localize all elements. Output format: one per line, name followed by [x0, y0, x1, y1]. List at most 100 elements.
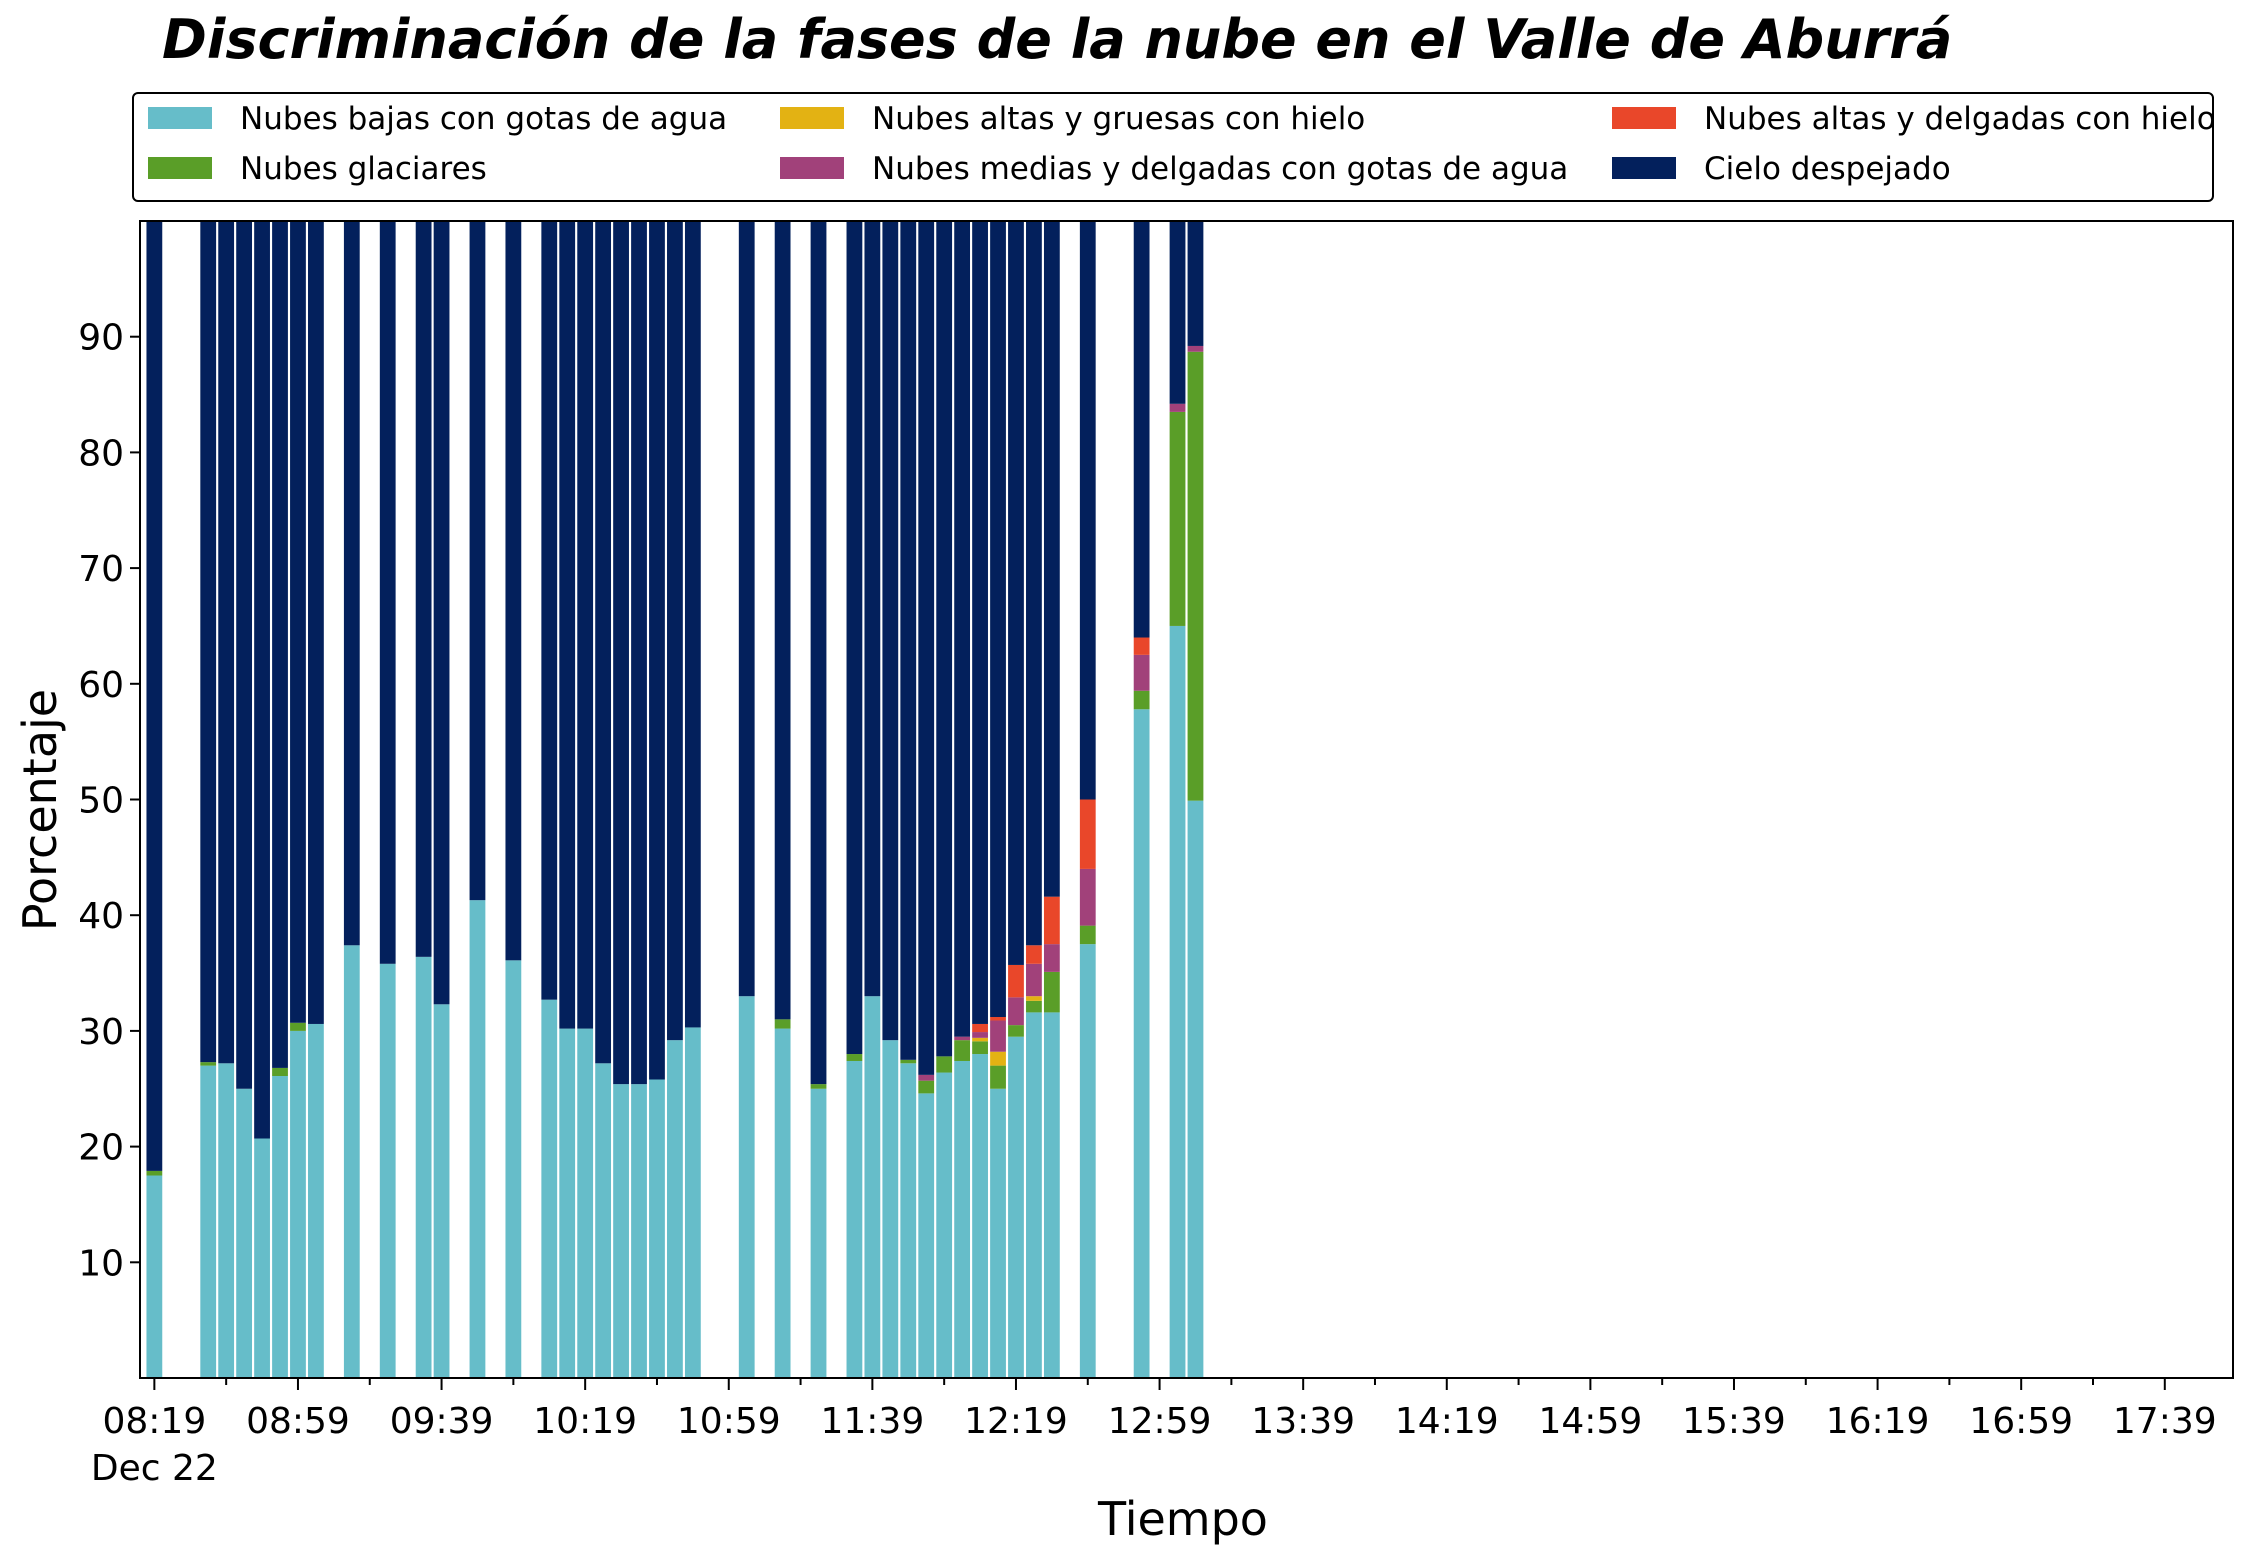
- bar-segment-low: [308, 1023, 324, 1378]
- bar-segment-glacial: [200, 1062, 217, 1066]
- y-tick-label: 10: [78, 1243, 124, 1284]
- bar-segment-clear: [595, 221, 612, 1064]
- bar-segment-clear: [631, 221, 647, 1085]
- bar-segment-low: [200, 1065, 217, 1378]
- bar-segment-low: [469, 900, 486, 1378]
- y-axis-label: Porcentaje: [13, 689, 67, 931]
- bar-segment-mid_thin: [1187, 345, 1204, 352]
- bar-segment-glacial: [972, 1041, 988, 1055]
- bar-segment-clear: [308, 221, 324, 1024]
- bar-segment-clear: [954, 221, 971, 1037]
- bar-segment-clear: [559, 221, 576, 1029]
- bar-segment-clear: [343, 221, 360, 946]
- bars-layer: [146, 221, 1204, 1378]
- bar-segment-glacial: [774, 1019, 791, 1029]
- bar-segment-mid_thin: [990, 1020, 1006, 1052]
- bar-segment-glacial: [954, 1040, 971, 1061]
- bar-segment-high_thin: [1133, 637, 1150, 655]
- bar-segment-clear: [882, 221, 899, 1041]
- bar-segment-clear: [415, 221, 432, 957]
- bar-segment-glacial: [146, 1170, 163, 1176]
- x-tick-label: 16:19: [1826, 1401, 1930, 1442]
- bar-segment-clear: [254, 221, 270, 1139]
- chart-title: Discriminación de la fases de la nube en…: [162, 8, 1953, 71]
- bar-segment-low: [236, 1088, 253, 1378]
- x-axis: 08:19 08:59 09:39 10:19 10:59 11:39 12:19 12:59…: [91, 1378, 2217, 1489]
- bar-segment-glacial: [290, 1022, 306, 1031]
- y-tick-label: 70: [78, 549, 124, 590]
- bar-segment-high_thick: [990, 1051, 1006, 1066]
- bar-segment-clear: [1133, 221, 1150, 638]
- bar-segment-low: [1026, 1012, 1042, 1378]
- plot-frame: [139, 220, 2234, 1379]
- bar-segment-high_thick: [1026, 996, 1042, 1001]
- bar-segment-clear: [469, 221, 486, 901]
- x-axis-label: Tiempo: [1097, 1492, 1268, 1546]
- bar-segment-low: [684, 1027, 701, 1378]
- bar-segment-low: [864, 996, 881, 1378]
- x-tick-label: 11:39: [820, 1401, 924, 1442]
- bar-segment-clear: [774, 221, 791, 1020]
- bar-segment-low: [738, 996, 755, 1378]
- bar-segment-low: [918, 1093, 935, 1378]
- bar-segment-low: [146, 1175, 163, 1378]
- x-tick-label: 17:39: [2113, 1401, 2217, 1442]
- bar-segment-low: [272, 1076, 288, 1378]
- x-tick-label: 14:19: [1395, 1401, 1499, 1442]
- bar-segment-glacial: [846, 1054, 863, 1061]
- bar-segment-low: [810, 1088, 827, 1378]
- bar-segment-low: [954, 1060, 971, 1378]
- x-tick-label: 10:59: [677, 1401, 781, 1442]
- bar-segment-mid_thin: [1079, 868, 1096, 926]
- x-tick-label: 09:39: [390, 1401, 494, 1442]
- bar-segment-mid_thin: [918, 1074, 935, 1081]
- bar-segment-glacial: [272, 1067, 288, 1077]
- bar-segment-low: [1043, 1012, 1060, 1378]
- bar-segment-low: [1187, 800, 1204, 1378]
- bar-segment-clear: [218, 221, 235, 1064]
- bar-segment-clear: [810, 221, 827, 1085]
- bar-segment-clear: [613, 221, 629, 1085]
- bar-segment-low: [218, 1063, 235, 1378]
- bar-segment-high_thick: [972, 1037, 988, 1042]
- bar-segment-glacial: [1079, 925, 1096, 945]
- legend-label-high_thick: Nubes altas y gruesas con hielo: [872, 101, 1365, 137]
- bar-segment-low: [343, 945, 360, 1378]
- bar-segment-low: [505, 960, 522, 1378]
- y-axis: 10 20 30 40 50 60 70 80 90: [78, 318, 140, 1284]
- bar-segment-clear: [738, 221, 755, 997]
- x-tick-label: 12:19: [964, 1401, 1068, 1442]
- bar-segment-clear: [846, 221, 863, 1055]
- bar-segment-low: [595, 1063, 612, 1378]
- bar-segment-low: [559, 1028, 576, 1378]
- bar-segment-low: [1169, 625, 1186, 1378]
- bar-segment-low: [774, 1028, 791, 1378]
- bar-segment-clear: [290, 221, 306, 1023]
- bar-segment-glacial: [918, 1080, 935, 1094]
- bar-segment-mid_thin: [1026, 963, 1042, 997]
- bar-segment-glacial: [1187, 351, 1204, 801]
- x-tick-label: 13:39: [1251, 1401, 1355, 1442]
- bar-segment-low: [649, 1079, 665, 1378]
- bar-segment-clear: [649, 221, 665, 1080]
- bar-segment-mid_thin: [1169, 403, 1186, 412]
- bar-segment-clear: [1026, 221, 1042, 946]
- bar-segment-low: [254, 1138, 270, 1378]
- bar-segment-high_thin: [1079, 799, 1096, 869]
- bar-segment-glacial: [1133, 690, 1150, 710]
- bar-segment-clear: [505, 221, 522, 961]
- x-tick-label: 12:59: [1108, 1401, 1212, 1442]
- bar-segment-low: [990, 1088, 1006, 1378]
- bar-segment-high_thin: [1008, 964, 1024, 998]
- bar-segment-glacial: [936, 1056, 953, 1073]
- legend-label-high_thin: Nubes altas y delgadas con hielo: [1704, 101, 2216, 137]
- bar-segment-clear: [236, 221, 253, 1089]
- bar-segment-clear: [1008, 221, 1024, 965]
- x-tick-label: 15:39: [1682, 1401, 1786, 1442]
- legend-swatch-high_thick: [780, 107, 844, 129]
- bar-segment-clear: [1169, 221, 1186, 404]
- bar-segment-clear: [900, 221, 917, 1060]
- bar-segment-clear: [433, 221, 450, 1005]
- bar-segment-clear: [272, 221, 288, 1068]
